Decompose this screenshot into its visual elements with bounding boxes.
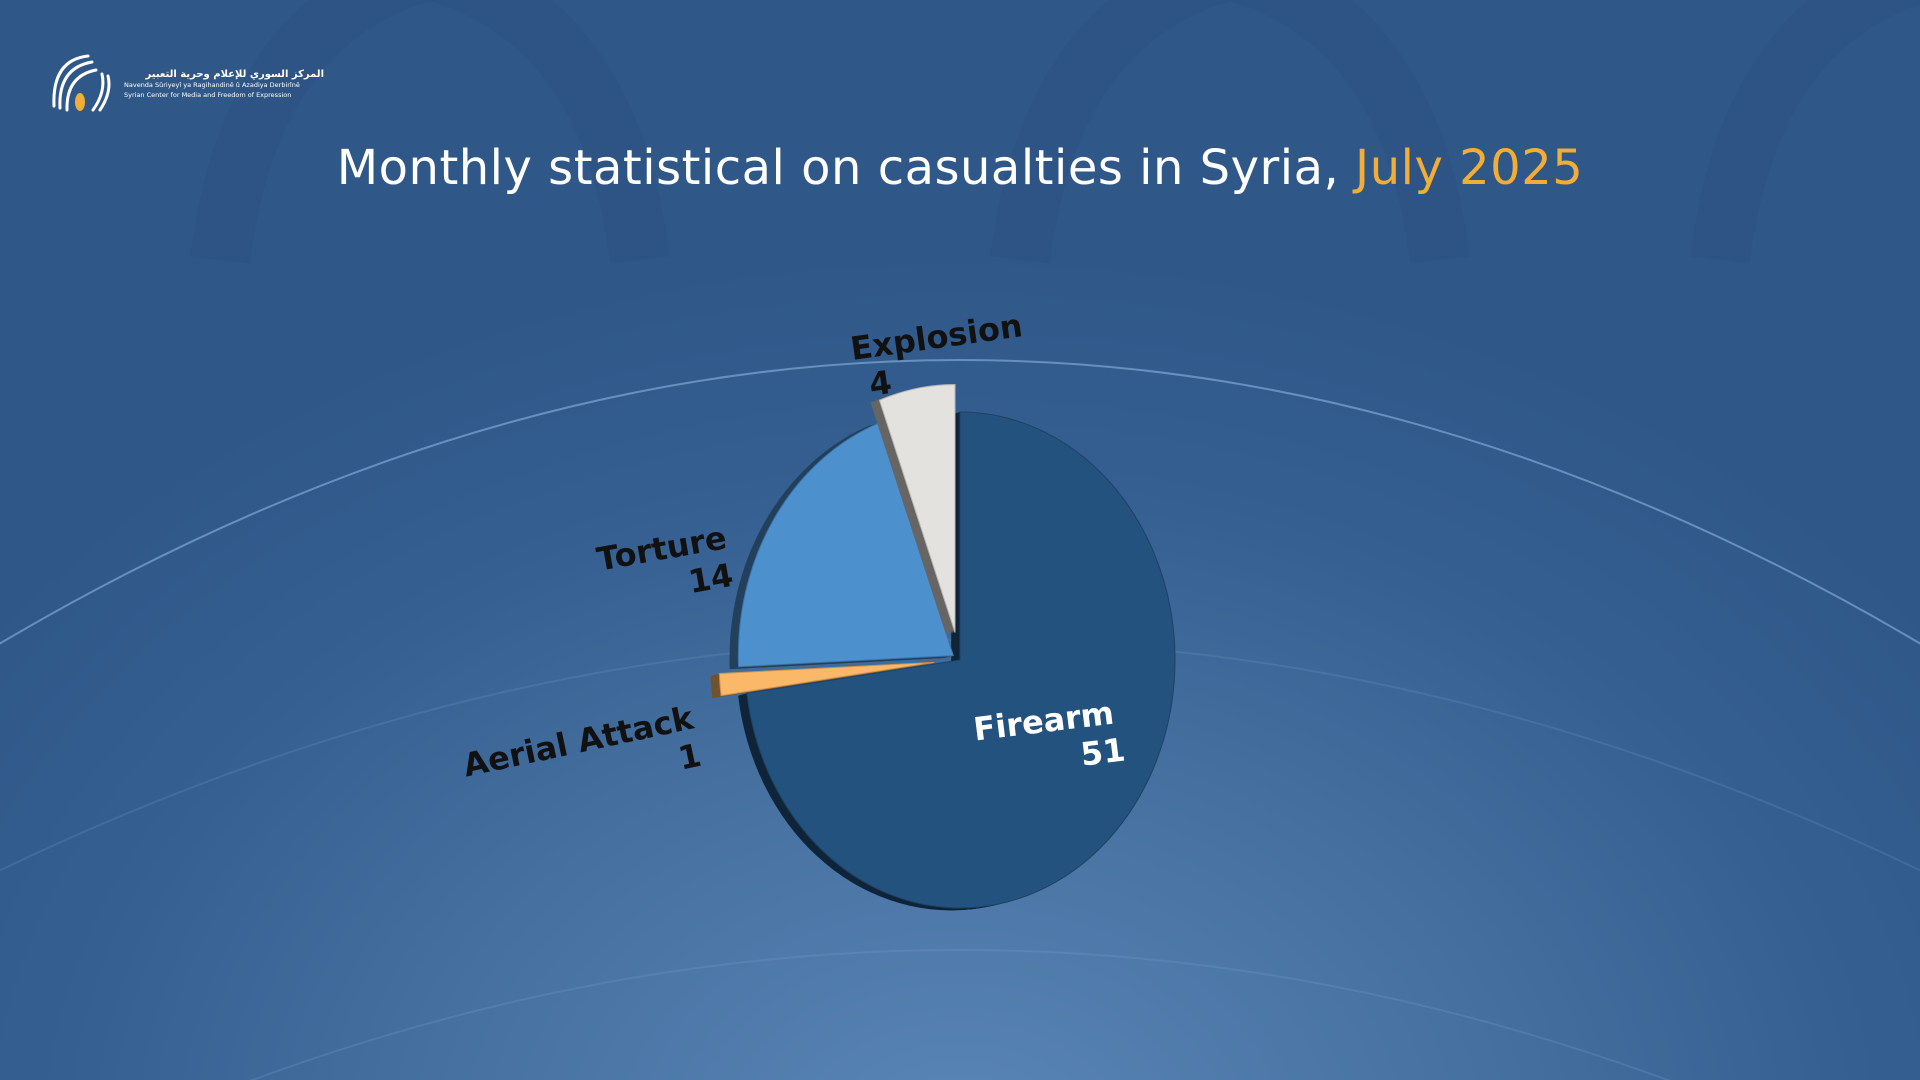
pie-label-torture-value: 14 — [686, 556, 736, 601]
pie-label-aerial-attack-name: Aerial Attack — [460, 699, 698, 785]
logo-name-ar: المركز السوري للإعلام وحرية التعبير — [145, 69, 324, 80]
pie-label-torture: Torture14 — [594, 518, 736, 616]
logo-name-en: Syrian Center for Media and Freedom of E… — [124, 91, 292, 99]
pie-label-firearm-value: 51 — [1078, 731, 1127, 774]
pie-slice-explosion — [870, 383, 956, 635]
pie-label-explosion-name: Explosion — [848, 306, 1025, 368]
pie-label-aerial-attack-value: 1 — [675, 736, 705, 778]
scm-logo-icon — [52, 54, 111, 112]
pie-slices — [710, 383, 1176, 911]
pie-slice-torture — [729, 422, 955, 670]
pie-slice-firearm-face — [746, 411, 1176, 909]
pie-label-explosion-value: 4 — [867, 363, 894, 404]
logo-name-ku: Navenda Sûriyeyî ya Ragihandinê û Azadiy… — [124, 81, 300, 89]
pie-slice-aerial-attack-face — [718, 661, 935, 697]
logo: المركز السوري للإعلام وحرية التعبير Nave… — [48, 48, 324, 118]
page-title: Monthly statistical on casualties in Syr… — [0, 140, 1920, 196]
pie-slice-aerial-attack — [710, 661, 935, 699]
title-main: Monthly statistical on casualties in Syr… — [336, 140, 1340, 196]
pie-slice-firearm — [738, 411, 1176, 911]
pie-slice-torture-face — [737, 422, 955, 668]
pie-slice-explosion-face — [878, 383, 956, 633]
pie-label-aerial-attack: Aerial Attack1 — [460, 699, 706, 822]
title-highlight: July 2025 — [1355, 140, 1584, 196]
